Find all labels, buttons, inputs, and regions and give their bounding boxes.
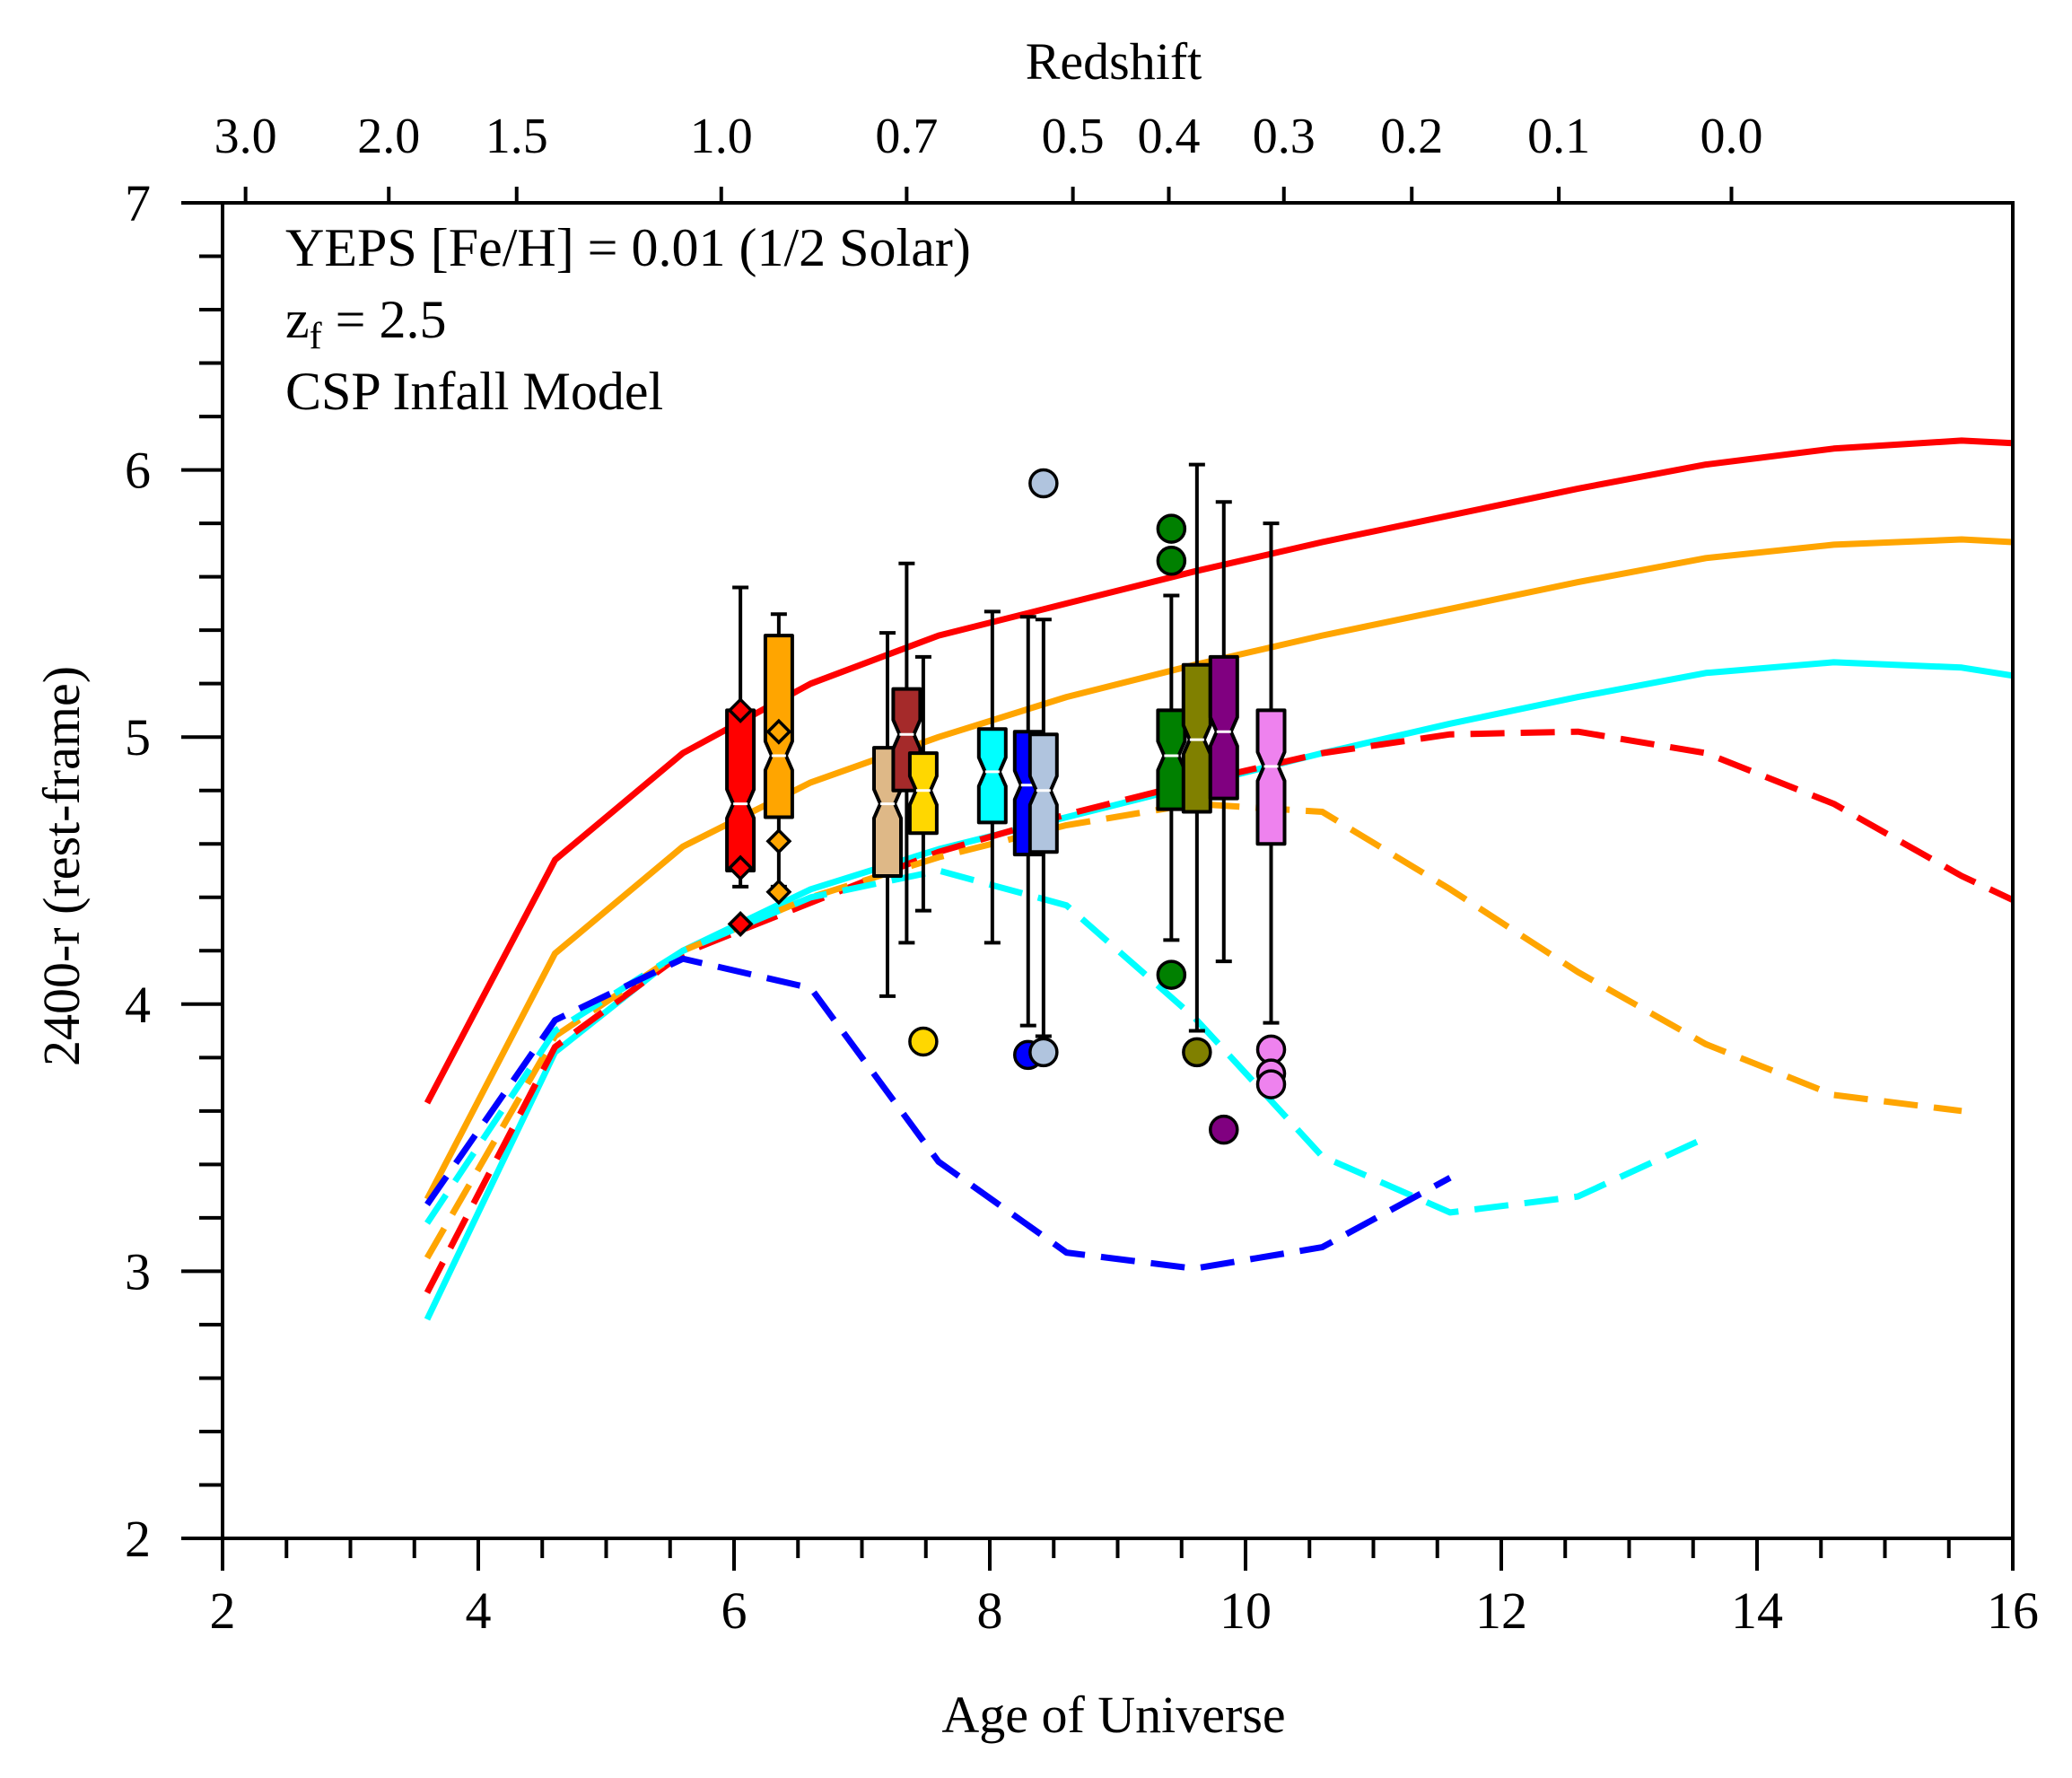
series-solid-red	[424, 437, 2013, 1105]
x-tick-label: 14	[1731, 1581, 1783, 1640]
y-tick-label: 2	[125, 1510, 151, 1568]
outlier-point	[1209, 1114, 1239, 1145]
top-tick-label: 1.5	[485, 109, 548, 164]
outlier-point	[1182, 1037, 1212, 1068]
y-tick-label: 5	[125, 708, 151, 766]
box-plots	[725, 462, 1287, 1145]
series-dashed-blue	[424, 955, 1452, 1272]
annotation-z: z	[285, 290, 310, 349]
x-tick-label: 6	[721, 1581, 747, 1640]
axes	[181, 187, 2015, 1571]
box	[1208, 654, 1239, 801]
top-tick-label: 0.3	[1253, 109, 1316, 164]
x-tick-label: 12	[1475, 1581, 1527, 1640]
x-tick-label: 2	[210, 1581, 236, 1640]
outlier-point	[908, 1026, 939, 1057]
top-tick-label: 0.7	[875, 109, 938, 164]
y-tick-label: 7	[125, 174, 151, 232]
top-tick-label: 0.4	[1138, 109, 1201, 164]
box	[907, 751, 939, 836]
outlier-point	[727, 854, 754, 881]
y-tick-label: 6	[125, 442, 151, 500]
x-axis-title: Age of Universe	[941, 1686, 1285, 1744]
outlier-point	[1156, 959, 1187, 990]
annotation-formation-redshift: zf = 2.5	[285, 290, 446, 357]
outlier-point	[1255, 1069, 1287, 1099]
box-plot-5	[976, 609, 1008, 945]
outlier-point	[1028, 1037, 1059, 1068]
series-dashed-red	[424, 728, 2013, 1294]
x-tick-label: 10	[1220, 1581, 1272, 1640]
series-lines	[424, 437, 2013, 1321]
top-tick-label: 2.0	[357, 109, 420, 164]
box	[1027, 732, 1059, 854]
box-plot-11	[1255, 521, 1287, 1099]
x-tick-label: 4	[466, 1581, 492, 1640]
outlier-point	[727, 696, 754, 723]
outlier-point	[1028, 468, 1059, 499]
top-axis-title: Redshift	[1026, 32, 1202, 91]
annotation-model: CSP Infall Model	[285, 362, 663, 421]
box	[1156, 708, 1187, 811]
top-tick-label: 0.5	[1042, 109, 1105, 164]
x-tick-label: 16	[1987, 1581, 2039, 1640]
top-tick-label: 3.0	[214, 109, 277, 164]
y-tick-label: 3	[125, 1242, 151, 1301]
annotation-metallicity: YEPS [Fe/H] = 0.01 (1/2 Solar)	[285, 218, 971, 277]
box	[1181, 662, 1212, 814]
top-tick-label: 1.0	[690, 109, 753, 164]
annotation-zf-value: = 2.5	[322, 290, 447, 349]
box	[725, 708, 756, 872]
outlier-point	[1156, 513, 1187, 544]
box	[1255, 708, 1287, 846]
x-tick-label: 8	[977, 1581, 1003, 1640]
tick-labels: 2 4 6 8 10 12 14 16 2 3 4 5 6 7 3.0 2.0 1.5 1.0 0.7 0.5 0.4 0…	[125, 109, 2039, 1640]
box-plot-0	[725, 585, 756, 937]
outlier-point	[1156, 546, 1187, 576]
top-tick-label: 0.1	[1527, 109, 1590, 164]
box	[976, 727, 1008, 825]
series-dashed-cyan	[424, 867, 1708, 1225]
outlier-point	[765, 718, 792, 745]
top-tick-label: 0.0	[1700, 109, 1763, 164]
box-plot-9	[1181, 462, 1212, 1068]
box-plot-10	[1208, 500, 1239, 1145]
y-axis-title: 2400-r (rest-frame)	[32, 666, 91, 1066]
outlier-point	[727, 911, 754, 937]
series-solid-orange	[424, 536, 2013, 1201]
box-plot-1	[763, 612, 794, 906]
box-plot-7	[1027, 468, 1059, 1068]
annotation-subscript: f	[310, 316, 322, 357]
outlier-point	[765, 879, 792, 906]
top-tick-label: 0.2	[1380, 109, 1443, 164]
box-plot-8	[1156, 513, 1187, 990]
y-tick-label: 4	[125, 976, 151, 1034]
outlier-point	[765, 828, 792, 854]
box-plot-4	[907, 654, 939, 1057]
